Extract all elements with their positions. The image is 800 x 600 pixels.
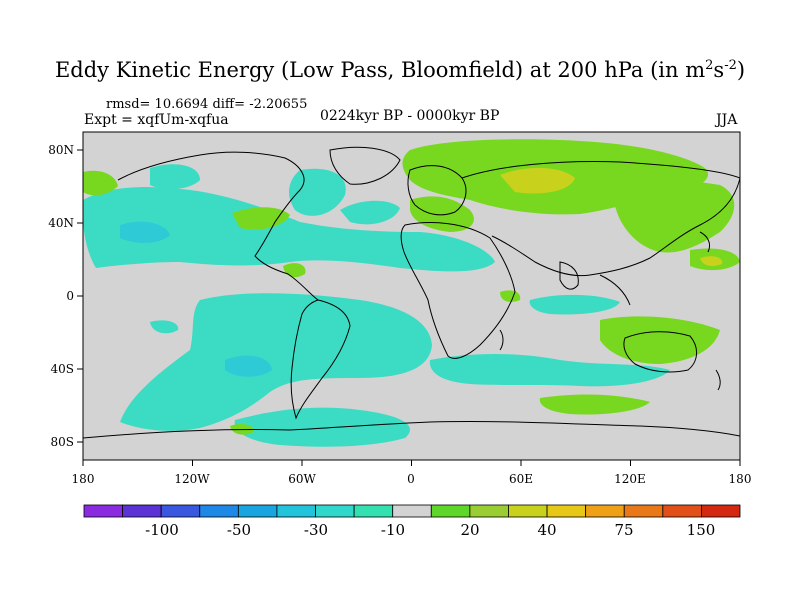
colorbar-segment [430, 504, 471, 518]
y-tick-labels: 80N 40N 0 40S 80S [48, 143, 74, 449]
neg-region-north-atlantic [340, 200, 400, 225]
coast-new-zealand [715, 369, 721, 391]
x-tick-label: 120W [174, 472, 210, 486]
colorbar-label: -30 [304, 521, 328, 539]
pos-region-mexico [283, 263, 306, 278]
x-tick-labels: 180 120W 60W 0 60E 120E 180 [72, 472, 752, 486]
coast-antarctica [83, 420, 740, 439]
x-tick-label: 180 [729, 472, 752, 486]
pos-region-alaska [83, 170, 118, 196]
colorbar-label: 20 [460, 521, 479, 539]
colorbar-segment [546, 504, 587, 518]
colorbar-label: 75 [614, 521, 633, 539]
colorbar-segment [83, 504, 123, 518]
colorbar-label: -50 [227, 521, 251, 539]
colorbar-segment [508, 504, 548, 518]
colorbar-labels: -100 -50 -30 -10 20 40 75 150 [145, 521, 715, 539]
neg-region-gulf [150, 164, 200, 190]
coast-japan [699, 231, 711, 253]
colorbar-segment [199, 504, 239, 518]
pos-region-americas-north [232, 207, 290, 230]
colorbar-label: 150 [687, 521, 716, 539]
axis-ticks [77, 149, 741, 466]
pos-region-africa [500, 290, 521, 302]
coast-southeast-asia [599, 274, 631, 306]
neg-strong-north-pacific [120, 221, 170, 243]
colorbar [83, 504, 741, 518]
coast-australia [623, 331, 697, 373]
coast-madagascar [499, 329, 504, 351]
pos-strong-siberia [500, 167, 575, 194]
neg-region-south-atlantic [234, 407, 410, 447]
colorbar-segment [122, 504, 162, 518]
stats-line: rmsd= 10.6694 diff= -2.20655 [106, 97, 308, 112]
colorbar-segment [701, 504, 741, 518]
colorbar-segment [623, 504, 664, 518]
coast-eurasia [461, 161, 740, 277]
neg-region-eq-pacific [150, 320, 179, 334]
y-tick-label: 0 [66, 289, 74, 303]
coast-europe [407, 165, 467, 216]
neg-region-indian [429, 354, 670, 387]
x-tick-label: 120E [614, 472, 646, 486]
colorbar-segment [353, 504, 394, 518]
colorbar-segment [160, 504, 201, 518]
colorbar-segment [392, 504, 432, 518]
coast-south-america [290, 299, 351, 420]
coast-greenland [329, 146, 401, 185]
map-field [83, 132, 740, 460]
experiment-label: Expt = xqfUm-xqfua [84, 112, 229, 128]
y-tick-label: 80S [51, 435, 75, 449]
colorbar-segment [662, 504, 702, 518]
neg-region-south-pacific [120, 293, 432, 431]
colorbar-segment [585, 504, 625, 518]
y-tick-label: 80N [48, 143, 74, 157]
coastlines [83, 146, 740, 439]
neg-region-indian-east [529, 294, 620, 315]
neg-region-pacific-tongue [288, 168, 346, 216]
x-tick-label: 0 [407, 472, 415, 486]
colorbar-label: -100 [145, 521, 179, 539]
coast-africa [400, 222, 516, 359]
pos-region-southern-ocean [539, 394, 650, 415]
x-tick-label: 180 [72, 472, 95, 486]
season-label: JJA [716, 112, 738, 128]
period-label: 0224kyr BP - 0000kyr BP [320, 108, 500, 124]
y-tick-label: 40S [51, 362, 75, 376]
pos-region-east-asia [613, 178, 735, 253]
coast-north-america [117, 151, 319, 301]
strong-positive-regions [500, 167, 723, 266]
strong-negative-regions [120, 221, 272, 377]
negative-anomaly-regions [83, 164, 670, 447]
colorbar-segment [237, 504, 278, 518]
neg-region-north-pacific [83, 187, 495, 272]
pos-strong-nw-pacific [700, 256, 723, 266]
neg-strong-south-pacific [225, 355, 272, 377]
y-tick-label: 40N [48, 216, 74, 230]
x-tick-label: 60W [288, 472, 316, 486]
colorbar-label: -10 [381, 521, 405, 539]
colorbar-segment [276, 504, 316, 518]
x-tick-label: 60E [509, 472, 533, 486]
map-title: Eddy Kinetic Energy (Low Pass, Bloomfiel… [54, 58, 746, 82]
coast-india [559, 261, 579, 290]
colorbar-segment [469, 504, 509, 518]
colorbar-segment [315, 504, 355, 518]
colorbar-label: 40 [537, 521, 556, 539]
pos-region-australia [600, 316, 720, 364]
